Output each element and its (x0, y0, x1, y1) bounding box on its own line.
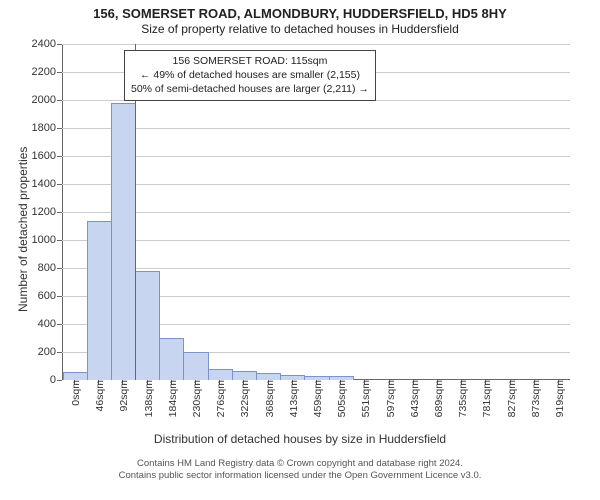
y-tick-label: 1200 (32, 206, 62, 218)
y-tick-label: 400 (38, 318, 62, 330)
x-tick-label: 138sqm (139, 380, 155, 417)
x-tick-label: 551sqm (356, 380, 372, 417)
x-tick-label: 919sqm (550, 380, 566, 417)
grid-line (62, 44, 570, 45)
y-tick-label: 2000 (32, 94, 62, 106)
bar (87, 221, 112, 380)
y-axis-label: Number of detached properties (16, 147, 30, 312)
grid-line (62, 128, 570, 129)
title-line-2: Size of property relative to detached ho… (0, 22, 600, 36)
grid-line (62, 212, 570, 213)
x-tick-label: 230sqm (187, 380, 203, 417)
y-tick-label: 600 (38, 290, 62, 302)
bar (232, 371, 257, 380)
x-tick-label: 827sqm (502, 380, 518, 417)
x-tick-label: 184sqm (163, 380, 179, 417)
grid-line (62, 156, 570, 157)
y-tick-label: 2400 (32, 38, 62, 50)
x-tick-label: 0sqm (66, 380, 82, 406)
x-tick-label: 735sqm (453, 380, 469, 417)
y-tick-label: 0 (50, 374, 62, 386)
x-tick-label: 597sqm (381, 380, 397, 417)
grid-line (62, 268, 570, 269)
y-tick-label: 1400 (32, 178, 62, 190)
y-tick-label: 2200 (32, 66, 62, 78)
x-tick-label: 368sqm (260, 380, 276, 417)
title-line-1: 156, SOMERSET ROAD, ALMONDBURY, HUDDERSF… (0, 6, 600, 21)
annotation-line-2: ← 49% of detached houses are smaller (2,… (131, 68, 369, 82)
x-tick-label: 46sqm (90, 380, 106, 412)
annotation-line-3: 50% of semi-detached houses are larger (… (131, 82, 369, 96)
chart-plot-area: 0200400600800100012001400160018002000220… (62, 44, 570, 380)
x-tick-label: 413sqm (284, 380, 300, 417)
grid-line (62, 184, 570, 185)
bar (208, 369, 233, 380)
annotation-box: 156 SOMERSET ROAD: 115sqm← 49% of detach… (124, 50, 376, 101)
x-tick-label: 873sqm (526, 380, 542, 417)
y-tick-label: 200 (38, 346, 62, 358)
footer-attribution: Contains HM Land Registry data © Crown c… (0, 458, 600, 483)
x-axis-label: Distribution of detached houses by size … (0, 432, 600, 446)
footer-line-1: Contains HM Land Registry data © Crown c… (0, 458, 600, 470)
y-tick-label: 800 (38, 262, 62, 274)
y-tick-label: 1600 (32, 150, 62, 162)
y-tick-label: 1000 (32, 234, 62, 246)
bar (159, 338, 184, 380)
x-tick-label: 505sqm (332, 380, 348, 417)
bar (135, 271, 160, 380)
grid-line (62, 240, 570, 241)
x-tick-label: 459sqm (308, 380, 324, 417)
x-tick-label: 92sqm (114, 380, 130, 412)
footer-line-2: Contains public sector information licen… (0, 470, 600, 482)
x-tick-label: 322sqm (235, 380, 251, 417)
x-tick-label: 689sqm (429, 380, 445, 417)
bar (111, 103, 136, 380)
annotation-line-1: 156 SOMERSET ROAD: 115sqm (131, 54, 369, 68)
y-tick-label: 1800 (32, 122, 62, 134)
x-tick-label: 781sqm (477, 380, 493, 417)
bar (256, 373, 281, 380)
x-tick-label: 643sqm (405, 380, 421, 417)
x-tick-label: 276sqm (211, 380, 227, 417)
bar (183, 352, 208, 380)
